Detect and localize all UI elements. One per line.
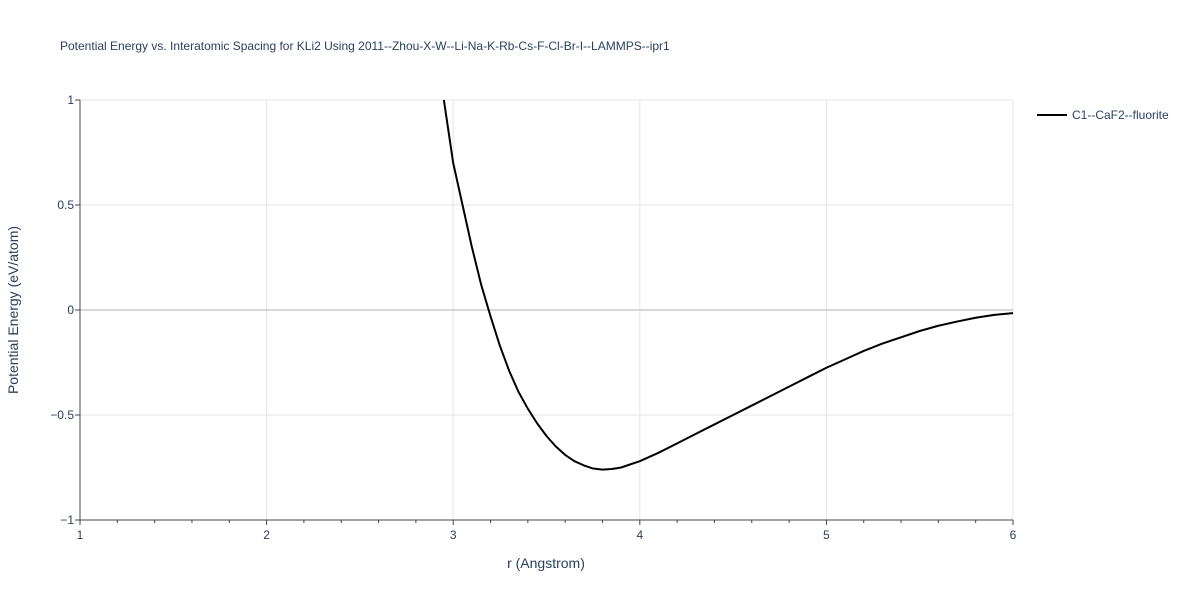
x-ticks: 1 2 3 4 5 6 bbox=[77, 520, 1017, 542]
y-tick-label: −1 bbox=[60, 513, 74, 527]
series-group bbox=[442, 99, 1014, 471]
x-tick-label: 3 bbox=[450, 528, 457, 542]
legend-label[interactable]: C1--CaF2--fluorite bbox=[1072, 108, 1169, 122]
x-tick-label: 6 bbox=[1010, 528, 1017, 542]
x-axis-title: r (Angstrom) bbox=[507, 555, 585, 571]
x-tick-label: 5 bbox=[823, 528, 830, 542]
x-tick-label: 2 bbox=[263, 528, 270, 542]
y-tick-label: 0.5 bbox=[57, 198, 74, 212]
y-tick-label: −0.5 bbox=[50, 408, 74, 422]
chart-title: Potential Energy vs. Interatomic Spacing… bbox=[60, 39, 670, 53]
x-tick-label: 4 bbox=[636, 528, 643, 542]
x-tick-label: 1 bbox=[77, 528, 84, 542]
y-axis-title: Potential Energy (eV/atom) bbox=[5, 226, 21, 394]
y-ticks: −1 −0.5 0 0.5 1 bbox=[50, 93, 80, 527]
y-tick-label: 1 bbox=[67, 93, 74, 107]
y-tick-label: 0 bbox=[67, 303, 74, 317]
legend[interactable]: C1--CaF2--fluorite bbox=[1037, 108, 1169, 122]
series-line[interactable] bbox=[442, 99, 1014, 471]
